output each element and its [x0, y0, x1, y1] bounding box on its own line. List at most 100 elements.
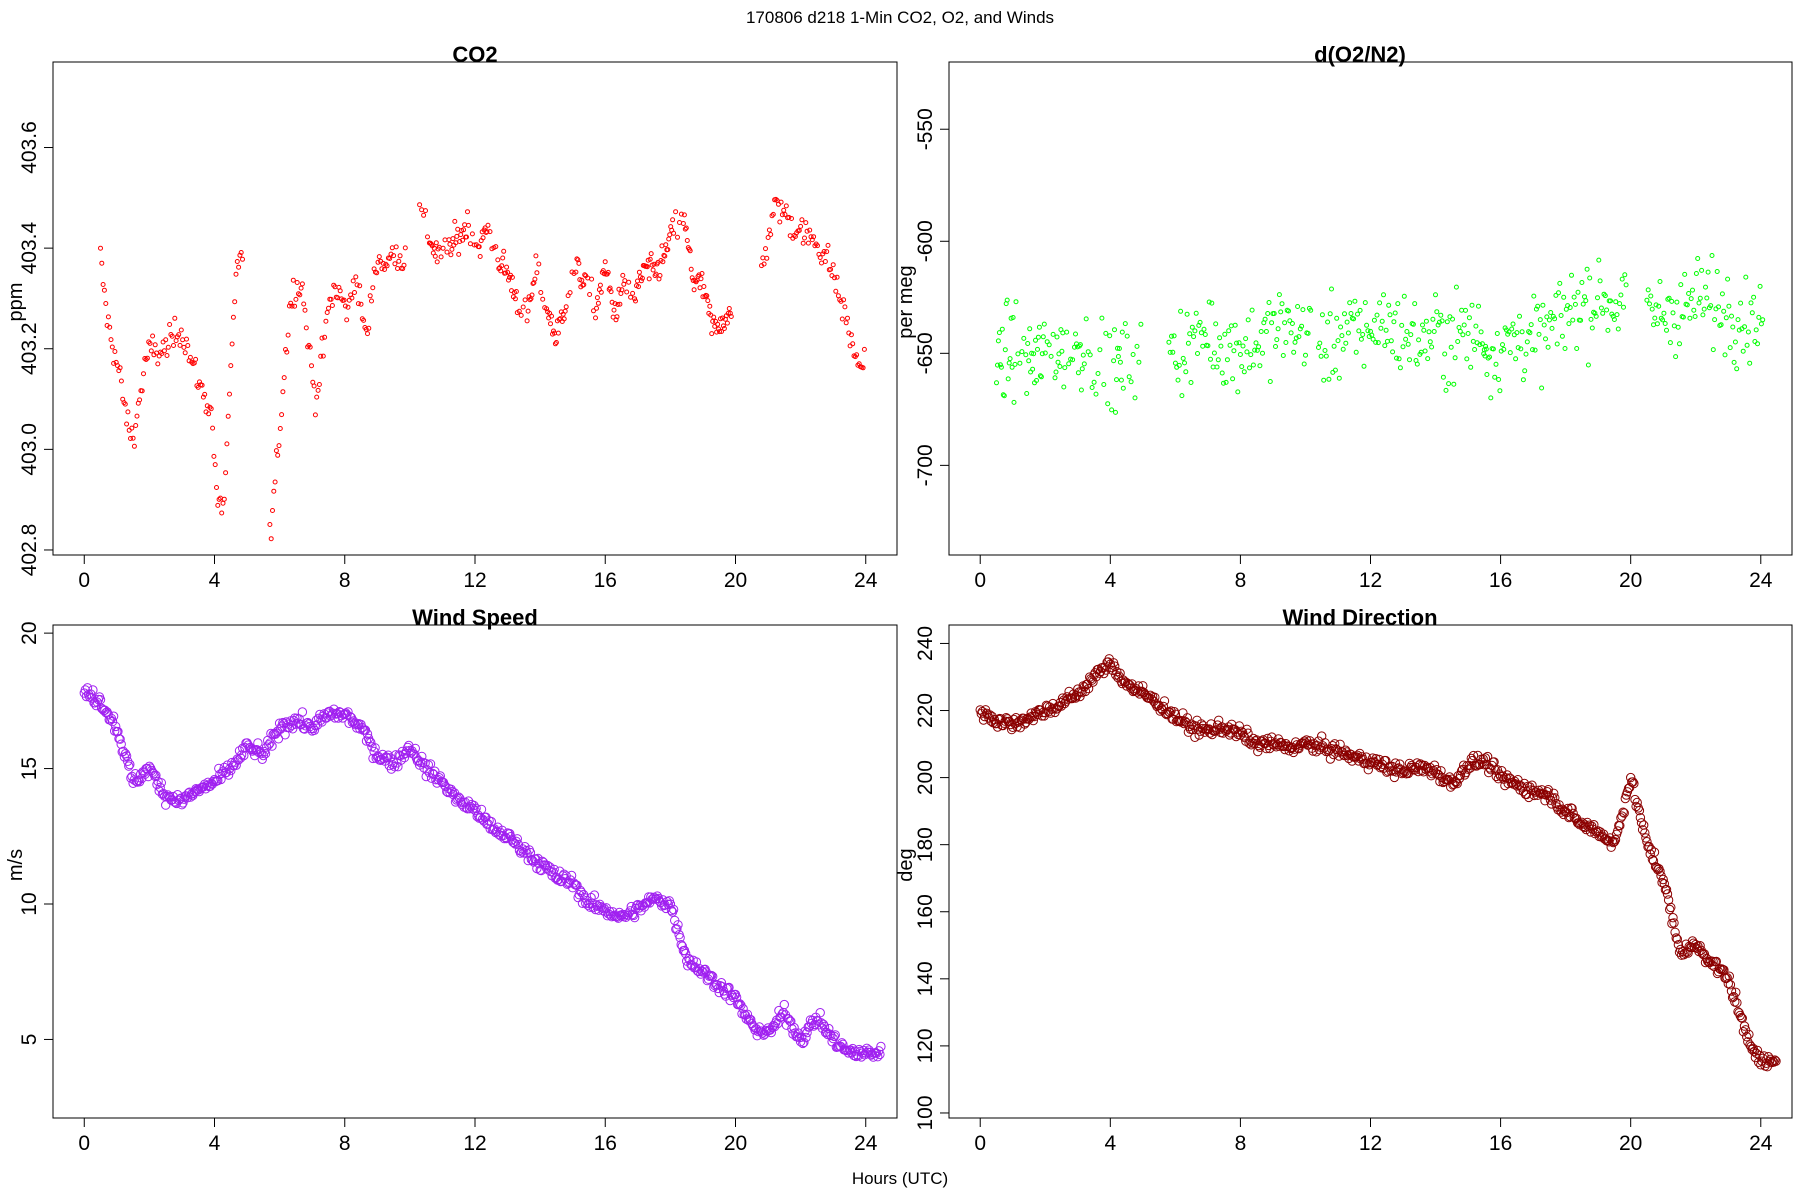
o2-data-point [1231, 348, 1237, 354]
o2-data-point [1286, 308, 1291, 314]
co2-data-point [841, 297, 847, 303]
co2-data-point [208, 406, 214, 412]
o2-data-point [1053, 369, 1059, 375]
co2-data-point [233, 271, 239, 277]
wind-direction-data-point [1158, 701, 1169, 712]
o2-data-point [1299, 323, 1305, 329]
o2-data-point [1030, 366, 1036, 372]
co2-data-point [454, 233, 460, 239]
o2-data-point [1421, 327, 1427, 333]
wind-direction-data-point [1642, 837, 1652, 847]
wind-speed-data-point [233, 755, 244, 765]
wind-speed-data-point [629, 912, 640, 923]
o2-data-point [1171, 333, 1177, 339]
wind-speed-data-point [260, 749, 271, 759]
co2-data-point [635, 278, 640, 284]
o2-data-point [1024, 391, 1030, 396]
wind-direction-data-point [1639, 820, 1649, 830]
wind-direction-data-point [1429, 760, 1440, 770]
o2-data-point [1257, 363, 1263, 369]
co2-data-point [315, 387, 321, 393]
o2-data-point [1266, 300, 1272, 305]
o2-data-point [1287, 318, 1293, 324]
wind-direction-data-point [1589, 820, 1599, 830]
co2-y-tick-label: 403.4 [18, 222, 41, 275]
o2-data-point [1690, 287, 1695, 293]
o2-data-point [1033, 337, 1038, 343]
co2-data-point [697, 285, 703, 291]
o2-data-point [1561, 294, 1567, 300]
o2-data-point [1697, 295, 1703, 301]
wind-direction-y-tick-label: 220 [914, 693, 937, 728]
wind-direction-data-point [1700, 957, 1711, 968]
o2-data-point [1228, 323, 1234, 329]
o2-data-point [1360, 332, 1366, 337]
co2-data-point [717, 329, 722, 335]
co2-data-point [724, 320, 730, 326]
wind-direction-data-point [1630, 794, 1640, 805]
o2-data-point [1476, 303, 1481, 309]
o2-data-point [1518, 346, 1524, 352]
o2-data-point [1344, 319, 1350, 325]
co2-data-point [530, 281, 536, 286]
o2-data-point [1539, 385, 1545, 391]
wind-speed-data-point [124, 761, 134, 771]
wind-speed-data-point [526, 854, 537, 865]
o2-data-point [1701, 306, 1707, 312]
o2-data-point [1046, 342, 1052, 348]
wind-direction-data-point [1519, 778, 1530, 789]
o2-data-point [1062, 365, 1068, 371]
wind-direction-data-point [1436, 766, 1446, 776]
o2-data-point [1323, 353, 1329, 359]
wind-speed-panel-title: Wind Speed [412, 605, 538, 630]
wind-speed-data-point [666, 905, 677, 916]
co2-data-point [832, 275, 837, 281]
o2-data-point [1544, 314, 1550, 320]
wind-speed-data-point [569, 878, 579, 888]
co2-data-point [777, 219, 783, 225]
o2-data-point [1657, 279, 1663, 284]
o2-data-point [1585, 362, 1591, 368]
co2-data-point [845, 315, 850, 321]
o2-data-point [1267, 379, 1273, 384]
wind-direction-data-point [1601, 834, 1611, 844]
co2-data-point [555, 330, 561, 336]
co2-x-tick-label: 24 [854, 569, 878, 592]
o2-data-point [1263, 329, 1269, 334]
o2-data-point [1614, 312, 1620, 318]
wind-speed-data-point [672, 924, 682, 934]
wind-speed-data-point [404, 740, 414, 751]
o2-data-point [1191, 334, 1197, 340]
wind-speed-y-tick-label: 10 [18, 892, 41, 915]
o2-data-point [1099, 315, 1105, 321]
co2-data-point [707, 303, 713, 309]
wind-speed-data-point [123, 756, 133, 766]
co2-data-point [171, 343, 176, 348]
co2-data-point [611, 307, 617, 313]
o2-data-point [1687, 315, 1693, 321]
o2-data-point [1132, 395, 1138, 401]
co2-data-point [666, 236, 672, 242]
o2-data-point [1537, 317, 1543, 323]
wind-speed-x-tick-label: 24 [854, 1132, 878, 1155]
o2-data-point [1700, 312, 1706, 318]
wind-direction-data-point [1626, 772, 1636, 783]
o2-data-point [1734, 366, 1740, 372]
co2-data-point [279, 412, 285, 418]
o2-data-point [995, 338, 1001, 344]
o2-data-point [1271, 311, 1277, 316]
o2-data-point [1335, 338, 1341, 344]
co2-data-point [482, 225, 488, 231]
o2-data-point [1571, 294, 1577, 300]
wind-speed-data-point [673, 920, 683, 930]
o2-data-point [1726, 303, 1732, 309]
o2-data-point [1597, 278, 1603, 284]
co2-data-point [125, 409, 131, 415]
o2-data-point [1721, 308, 1727, 314]
o2-data-point [1208, 356, 1213, 362]
o2-data-point [1677, 341, 1682, 347]
wind-direction-data-point [1011, 713, 1021, 723]
o2-data-point [1412, 301, 1418, 307]
co2-data-point [540, 296, 546, 302]
co2-data-point [665, 247, 671, 253]
